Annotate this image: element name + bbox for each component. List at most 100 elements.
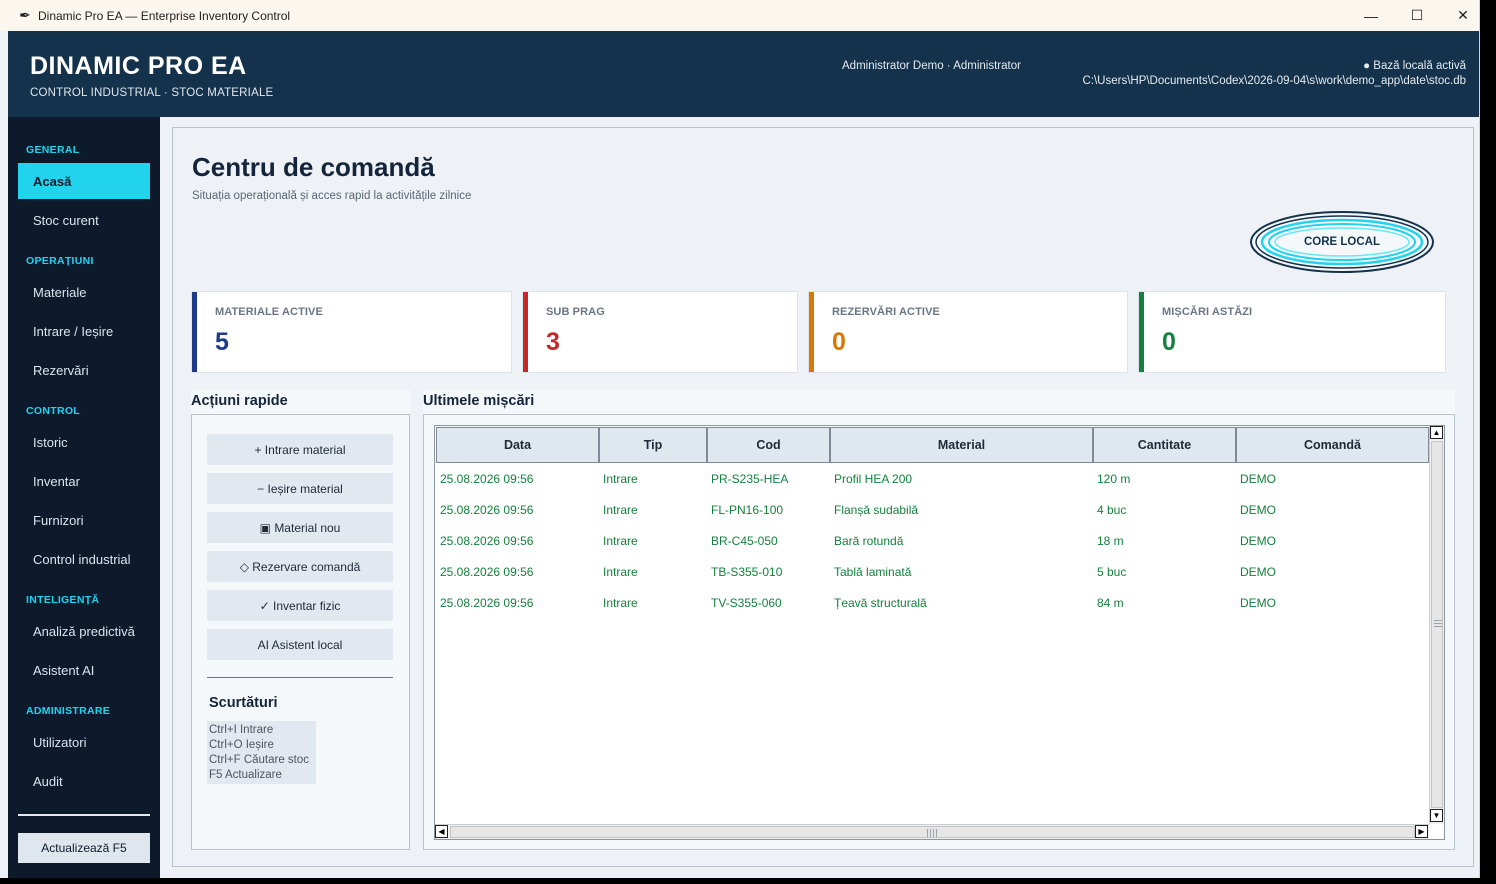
close-button[interactable]: ✕ xyxy=(1457,7,1469,23)
rezervare-comanda-button[interactable]: ◇ Rezervare comandă xyxy=(207,551,393,582)
page-title: Centru de comandă xyxy=(192,152,435,182)
sidebar-divider xyxy=(18,814,150,816)
kpi-accent-bar xyxy=(192,292,197,372)
maximize-button[interactable]: ☐ xyxy=(1410,7,1424,23)
cell-cantitate: 4 buc xyxy=(1097,502,1127,517)
sidebar-item-stoc-curent[interactable]: Stoc curent xyxy=(33,212,99,228)
sidebar-item-materiale[interactable]: Materiale xyxy=(33,284,87,300)
column-header-comanda[interactable]: Comandă xyxy=(1236,427,1429,463)
quick-actions-panel: + Intrare material − Ieșire material ▣ M… xyxy=(191,414,410,850)
sidebar-item-audit[interactable]: Audit xyxy=(33,773,63,789)
shortcut-item: F5 Actualizare xyxy=(209,769,282,781)
db-status: ● Bază locală activă xyxy=(1363,60,1466,72)
cell-cod: TV-S355-060 xyxy=(711,595,782,610)
inventar-fizic-button[interactable]: ✓ Inventar fizic xyxy=(207,590,393,621)
section-operatiuni: OPERAȚIUNI xyxy=(26,255,94,267)
sidebar-item-analiza-predictiva[interactable]: Analiză predictivă xyxy=(33,623,135,639)
table-row[interactable]: 25.08.2026 09:56 Intrare TV-S355-060 Țea… xyxy=(435,587,1429,618)
minimize-button[interactable]: — xyxy=(1364,7,1378,24)
sidebar-item-control-industrial[interactable]: Control industrial xyxy=(33,551,131,567)
vertical-scroll-thumb[interactable] xyxy=(1431,441,1443,808)
brand-title: DINAMIC PRO EA xyxy=(30,52,247,80)
column-header-material[interactable]: Material xyxy=(830,427,1093,463)
kpi-label: MIȘCĂRI ASTĂZI xyxy=(1162,306,1253,318)
sidebar-item-rezervari[interactable]: Rezervări xyxy=(33,362,89,378)
shortcuts-title: Scurtături xyxy=(209,695,278,711)
sidebar-item-istoric[interactable]: Istoric xyxy=(33,434,68,450)
cell-cantitate: 18 m xyxy=(1097,533,1124,548)
kpi-card-materiale-active: MATERIALE ACTIVE 5 xyxy=(191,291,512,373)
kpi-value: 0 xyxy=(832,328,846,356)
sidebar-item-intrare-iesire[interactable]: Intrare / Ieșire xyxy=(33,323,114,339)
sidebar-item-inventar[interactable]: Inventar xyxy=(33,473,80,489)
page-subtitle: Situația operațională și acces rapid la … xyxy=(192,190,472,202)
cell-tip: Intrare xyxy=(603,502,638,517)
kpi-value: 3 xyxy=(546,328,560,356)
grip-icon xyxy=(927,829,937,837)
cell-cantitate: 5 buc xyxy=(1097,564,1127,579)
cell-cantitate: 120 m xyxy=(1097,471,1131,486)
iesire-material-button[interactable]: − Ieșire material xyxy=(207,473,393,504)
recent-movements-panel: Data Tip Cod Material Cantitate Comandă … xyxy=(423,414,1455,850)
horizontal-scrollbar[interactable]: ◀ ▶ xyxy=(435,824,1429,839)
intrare-material-button[interactable]: + Intrare material xyxy=(207,434,393,465)
sidebar-item-furnizori[interactable]: Furnizori xyxy=(33,512,84,528)
cell-cantitate: 84 m xyxy=(1097,595,1124,610)
kpi-accent-bar xyxy=(523,292,528,372)
badge-rings-icon xyxy=(1250,211,1434,273)
cell-material: Țeavă structurală xyxy=(834,595,927,610)
material-nou-button[interactable]: ▣ Material nou xyxy=(207,512,393,543)
cell-tip: Intrare xyxy=(603,595,638,610)
sidebar-item-utilizatori[interactable]: Utilizatori xyxy=(33,734,87,750)
cell-comanda: DEMO xyxy=(1240,564,1276,579)
cell-data: 25.08.2026 09:56 xyxy=(440,533,534,548)
table-row[interactable]: 25.08.2026 09:56 Intrare TB-S355-010 Tab… xyxy=(435,556,1429,587)
column-header-tip[interactable]: Tip xyxy=(599,427,707,463)
column-header-data[interactable]: Data xyxy=(436,427,599,463)
horizontal-scroll-thumb[interactable] xyxy=(450,826,1415,838)
cell-cod: FL-PN16-100 xyxy=(711,502,784,517)
cell-data: 25.08.2026 09:56 xyxy=(440,471,534,486)
kpi-accent-bar xyxy=(809,292,814,372)
quick-actions-divider xyxy=(207,677,393,678)
cell-comanda: DEMO xyxy=(1240,595,1276,610)
window-title: Dinamic Pro EA — Enterprise Inventory Co… xyxy=(38,8,291,23)
main-panel: Centru de comandă Situația operațională … xyxy=(172,127,1474,867)
table-row[interactable]: 25.08.2026 09:56 Intrare FL-PN16-100 Fla… xyxy=(435,494,1429,525)
cell-material: Flanșă sudabilă xyxy=(834,502,919,517)
kpi-label: SUB PRAG xyxy=(546,306,605,318)
scroll-left-icon[interactable]: ◀ xyxy=(435,825,448,838)
cell-data: 25.08.2026 09:56 xyxy=(440,595,534,610)
shortcuts-list: Ctrl+I Intrare Ctrl+O Ieșire Ctrl+F Căut… xyxy=(207,721,316,784)
scroll-right-icon[interactable]: ▶ xyxy=(1415,825,1428,838)
movements-table: Data Tip Cod Material Cantitate Comandă … xyxy=(434,425,1445,840)
sidebar: GENERAL Acasă Stoc curent OPERAȚIUNI Mat… xyxy=(8,117,160,878)
column-header-cod[interactable]: Cod xyxy=(707,427,830,463)
scroll-up-icon[interactable]: ▲ xyxy=(1430,426,1443,439)
brand-subtitle: CONTROL INDUSTRIAL · STOC MATERIALE xyxy=(30,87,274,99)
sidebar-item-asistent-ai[interactable]: Asistent AI xyxy=(33,662,95,678)
kpi-card-miscari-astazi: MIȘCĂRI ASTĂZI 0 xyxy=(1138,291,1446,373)
db-path: C:\Users\HP\Documents\Codex\2026-09-04\s… xyxy=(1082,75,1466,87)
core-local-label: CORE LOCAL xyxy=(1303,236,1381,248)
table-row[interactable]: 25.08.2026 09:56 Intrare PR-S235-HEA Pro… xyxy=(435,463,1429,494)
kpi-card-rezervari-active: REZERVĂRI ACTIVE 0 xyxy=(808,291,1128,373)
grip-icon xyxy=(1434,618,1442,627)
section-general: GENERAL xyxy=(26,144,80,156)
refresh-button[interactable]: Actualizează F5 xyxy=(18,833,150,863)
recent-movements-title: Ultimele mișcări xyxy=(423,390,1455,414)
cell-cod: BR-C45-050 xyxy=(711,533,778,548)
cell-cod: TB-S355-010 xyxy=(711,564,783,579)
scroll-down-icon[interactable]: ▼ xyxy=(1430,809,1443,822)
section-administrare: ADMINISTRARE xyxy=(26,705,111,717)
quick-actions-title: Acțiuni rapide xyxy=(191,390,410,414)
cell-material: Bară rotundă xyxy=(834,533,904,548)
sidebar-item-acasa[interactable]: Acasă xyxy=(18,163,150,199)
vertical-scrollbar[interactable]: ▲ ▼ xyxy=(1429,426,1444,824)
kpi-label: MATERIALE ACTIVE xyxy=(215,306,323,318)
ai-asistent-local-button[interactable]: AI Asistent local xyxy=(207,629,393,660)
cell-data: 25.08.2026 09:56 xyxy=(440,564,534,579)
table-row[interactable]: 25.08.2026 09:56 Intrare BR-C45-050 Bară… xyxy=(435,525,1429,556)
column-header-cantitate[interactable]: Cantitate xyxy=(1093,427,1236,463)
